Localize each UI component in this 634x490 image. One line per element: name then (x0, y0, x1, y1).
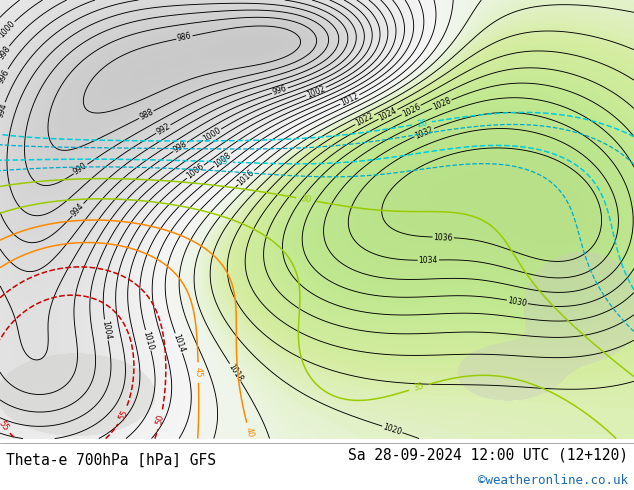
Text: 1020: 1020 (382, 422, 403, 437)
Text: ©weatheronline.co.uk: ©weatheronline.co.uk (477, 474, 628, 487)
Text: 30: 30 (300, 194, 312, 205)
Text: 1010: 1010 (141, 330, 155, 351)
Text: 1030: 1030 (507, 296, 527, 308)
Text: 1006: 1006 (185, 162, 206, 181)
Text: 1008: 1008 (212, 150, 233, 169)
Text: Theta-e 700hPa [hPa] GFS: Theta-e 700hPa [hPa] GFS (6, 453, 216, 467)
Text: 996: 996 (0, 68, 11, 85)
Text: 1016: 1016 (236, 168, 256, 187)
Text: 55: 55 (117, 408, 129, 422)
Text: 994: 994 (0, 101, 9, 119)
Text: 1004: 1004 (100, 319, 112, 341)
Text: 1036: 1036 (433, 233, 453, 242)
Text: 45: 45 (193, 367, 203, 378)
Text: 25: 25 (217, 157, 228, 167)
Text: 990: 990 (72, 161, 89, 177)
Text: 40: 40 (243, 426, 255, 439)
Text: 1000: 1000 (202, 126, 223, 144)
Text: 1012: 1012 (339, 91, 361, 108)
Text: 1018: 1018 (226, 362, 244, 383)
Text: 986: 986 (176, 31, 193, 43)
Text: 994: 994 (70, 201, 86, 218)
Text: Sa 28-09-2024 12:00 UTC (12+120): Sa 28-09-2024 12:00 UTC (12+120) (347, 447, 628, 463)
Text: 998: 998 (0, 44, 12, 61)
Text: 1014: 1014 (171, 333, 186, 354)
Text: 998: 998 (172, 139, 189, 155)
Text: 20: 20 (416, 118, 428, 129)
Text: 1026: 1026 (401, 102, 422, 118)
Text: 1028: 1028 (431, 96, 453, 112)
Text: 988: 988 (138, 107, 155, 122)
Text: 996: 996 (271, 84, 288, 97)
Text: 1022: 1022 (354, 111, 375, 128)
Text: 35: 35 (413, 381, 425, 393)
Text: 1002: 1002 (306, 84, 327, 99)
Text: 50: 50 (155, 414, 166, 426)
Text: 1000: 1000 (0, 19, 17, 40)
Text: 992: 992 (155, 122, 172, 137)
Text: 1024: 1024 (377, 106, 399, 123)
Text: 55: 55 (0, 418, 10, 432)
Text: 1034: 1034 (418, 256, 438, 265)
Text: 1032: 1032 (413, 124, 435, 140)
